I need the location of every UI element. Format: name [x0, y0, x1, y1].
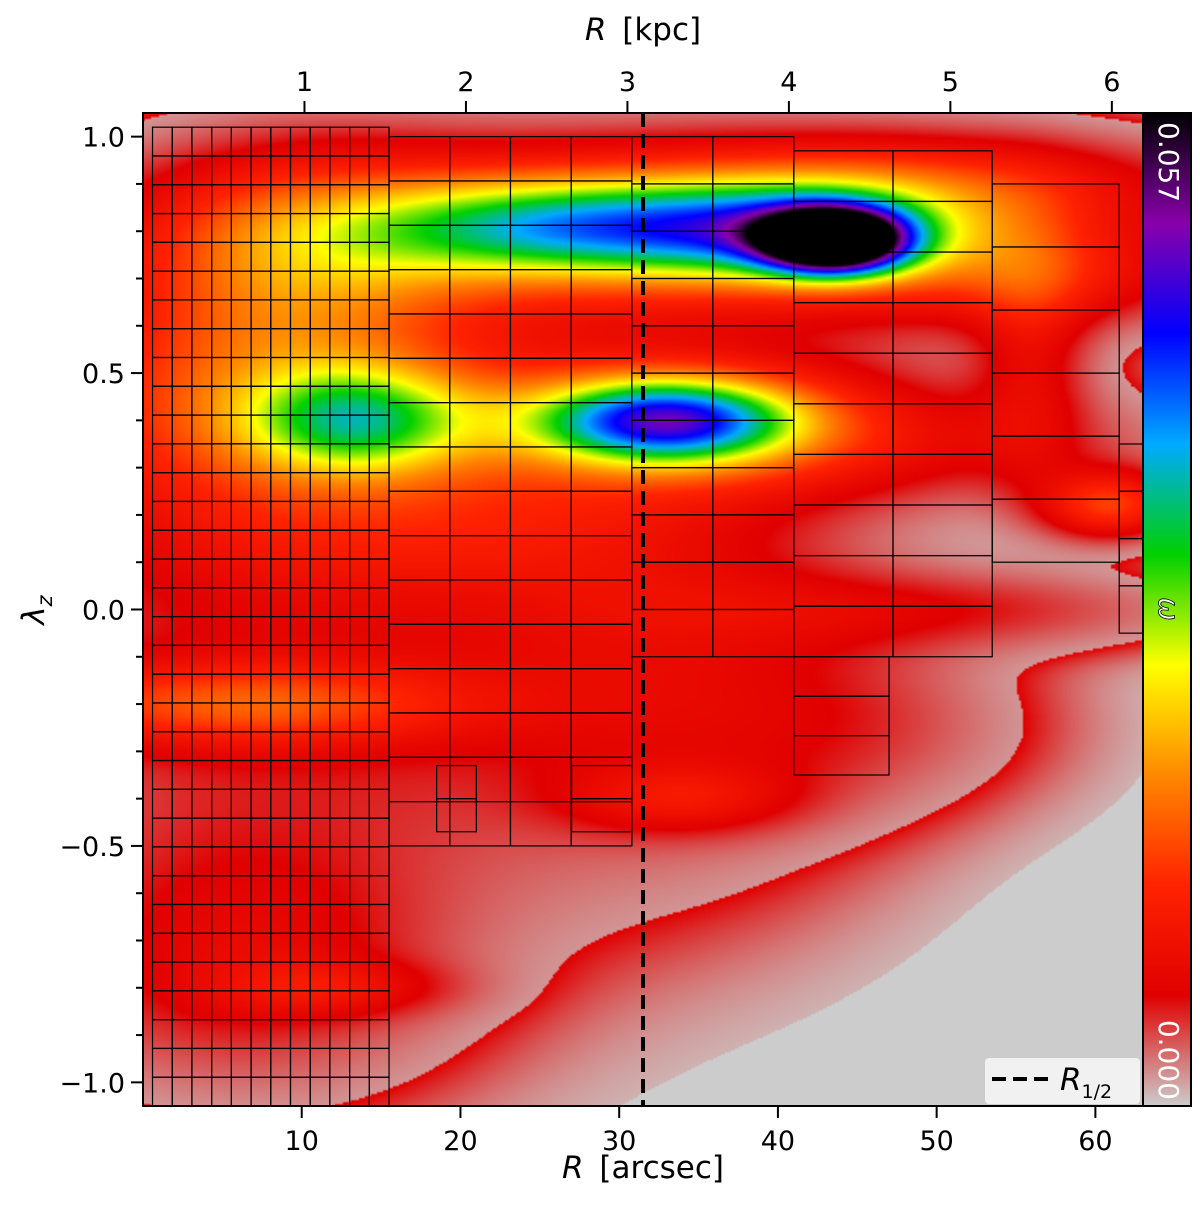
- y-tick-label: 0.5: [82, 359, 125, 390]
- x2-tick-label: 1: [296, 67, 313, 98]
- grid-cell: [793, 734, 890, 776]
- colorbar-max-label: 0.057: [1152, 122, 1185, 202]
- x2-tick-label: 2: [457, 67, 474, 98]
- legend-box: [985, 1058, 1140, 1104]
- grid-cell: [570, 798, 633, 833]
- y-axis-ticks: −1.0 −0.5 0.0 0.5 1.0: [59, 123, 143, 1099]
- x2-tick-label: 4: [780, 67, 797, 98]
- x-tick-label: 60: [1078, 1126, 1112, 1157]
- colorbar-title: ω: [1152, 597, 1185, 620]
- x2-tick-label: 3: [619, 67, 636, 98]
- x2-tick-label: 6: [1103, 67, 1120, 98]
- y-tick-label: −0.5: [59, 832, 125, 863]
- colorbar: [1143, 113, 1191, 1106]
- x-axis-label: R [arcsec]: [562, 1150, 724, 1186]
- grid-cell: [436, 798, 477, 833]
- y-tick-label: −1.0: [59, 1068, 125, 1099]
- legend: R1/2: [985, 1058, 1140, 1104]
- x-tick-label: 30: [602, 1126, 636, 1157]
- grid-cell: [892, 605, 993, 658]
- x2-axis-ticks: 1 2 3 4 5 6: [296, 67, 1120, 113]
- colorbar-min-label: 0.000: [1152, 1020, 1185, 1100]
- y-tick-label: 1.0: [82, 123, 125, 154]
- x-axis-ticks: 10 20 30 40 50 60: [285, 1106, 1113, 1157]
- y-tick-label: 0.0: [82, 596, 125, 627]
- x-tick-label: 10: [285, 1126, 319, 1157]
- x-tick-label: 20: [443, 1126, 477, 1157]
- x2-axis-label: R [kpc]: [585, 12, 701, 48]
- x-tick-label: 40: [761, 1126, 795, 1157]
- y-axis-label: λz: [16, 594, 57, 626]
- legend-label: R1/2: [1060, 1062, 1112, 1103]
- x2-tick-label: 5: [942, 67, 959, 98]
- colorbar-frame: [1142, 112, 1192, 1107]
- x-tick-label: 50: [919, 1126, 953, 1157]
